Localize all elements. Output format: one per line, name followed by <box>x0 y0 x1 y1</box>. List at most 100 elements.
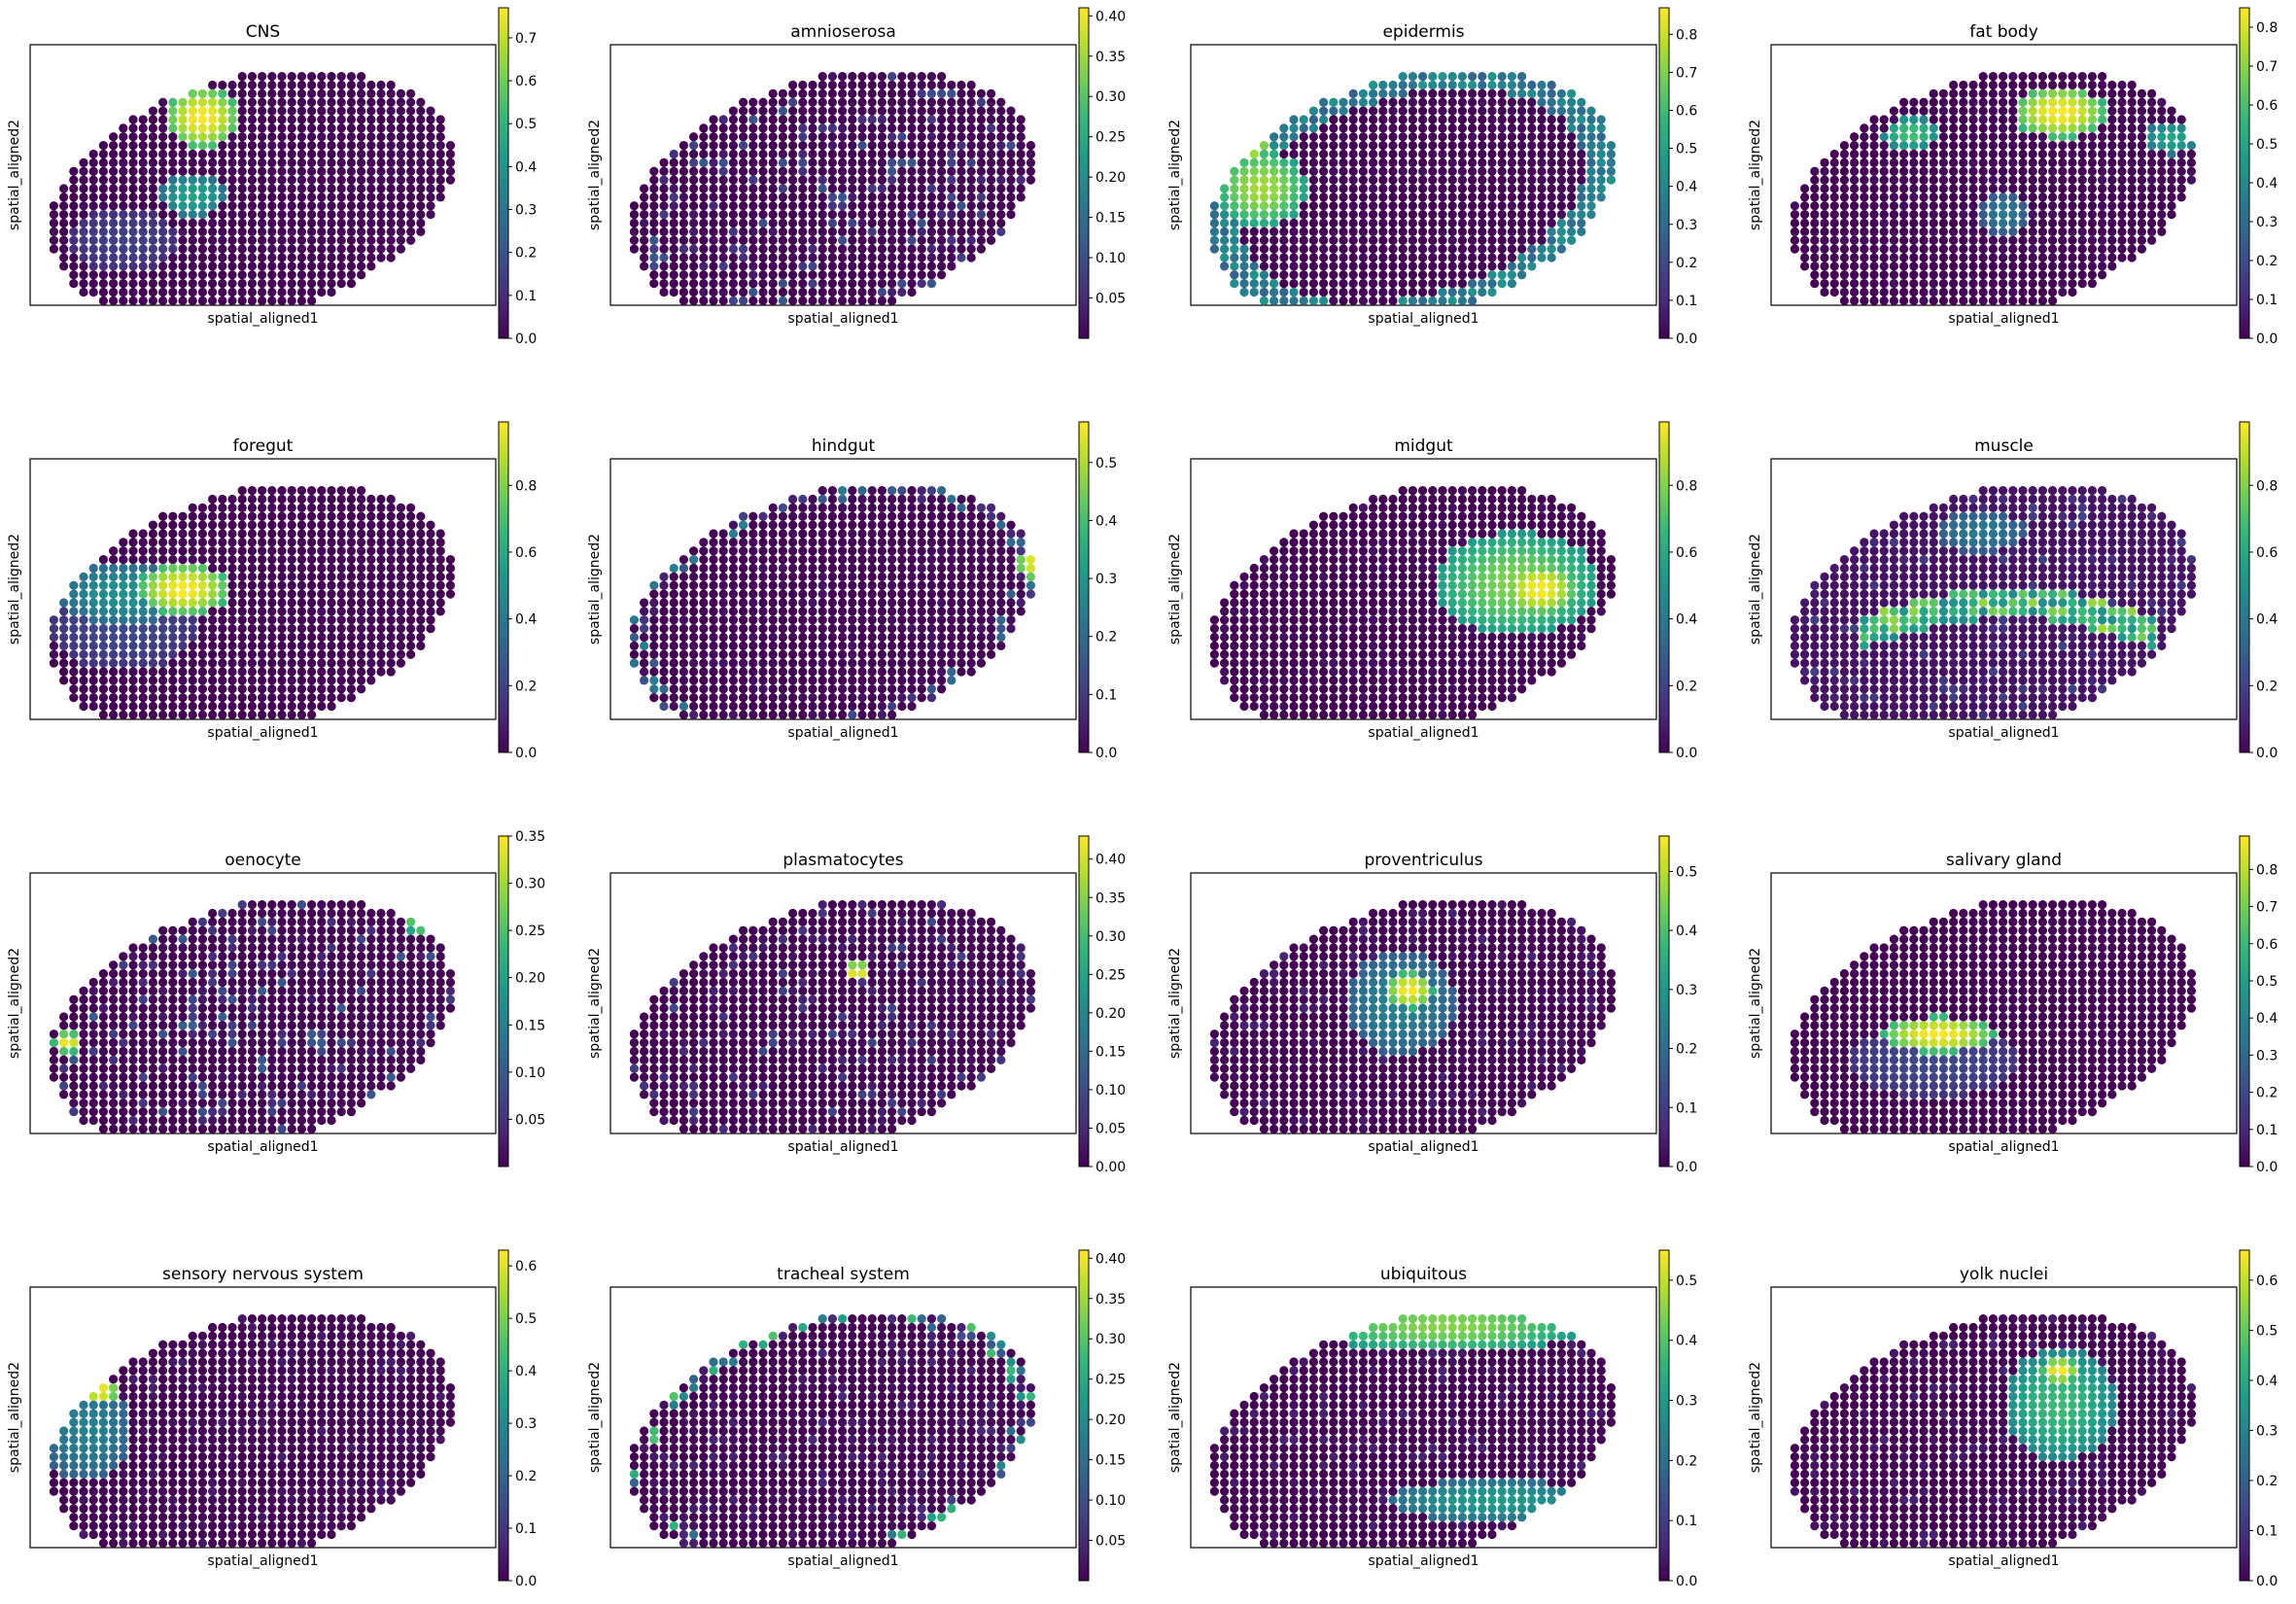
data-point <box>897 192 907 202</box>
data-point <box>396 210 405 220</box>
data-point <box>649 615 659 625</box>
data-point <box>128 141 138 151</box>
data-point <box>848 511 857 521</box>
data-point <box>678 175 688 185</box>
data-point <box>376 667 386 677</box>
data-point <box>1408 149 1417 159</box>
data-point <box>798 296 808 305</box>
data-point <box>346 589 356 599</box>
data-point <box>1388 262 1398 271</box>
data-point <box>848 589 857 599</box>
data-point <box>148 538 157 547</box>
data-point <box>827 149 837 159</box>
data-point <box>669 253 678 262</box>
data-point <box>1567 235 1577 245</box>
data-point <box>1348 97 1358 107</box>
data-point <box>327 192 336 202</box>
data-point <box>947 132 957 142</box>
data-point <box>1438 115 1447 124</box>
data-point <box>346 649 356 659</box>
data-point <box>1497 141 1507 151</box>
data-point <box>1810 227 1820 236</box>
data-point <box>1378 141 1388 151</box>
data-point <box>435 115 445 124</box>
data-point <box>366 88 376 98</box>
data-point <box>788 563 798 574</box>
data-point <box>2147 235 2157 245</box>
data-point <box>197 641 207 650</box>
data-point <box>227 701 237 712</box>
data-point <box>416 624 426 634</box>
data-point <box>2107 166 2117 176</box>
data-point <box>1388 253 1398 262</box>
data-point <box>1348 132 1358 142</box>
data-point <box>1556 97 1566 107</box>
data-point <box>669 563 678 574</box>
data-point <box>1259 253 1269 262</box>
data-point <box>88 572 98 581</box>
data-point <box>396 563 405 574</box>
data-point <box>1507 106 1516 116</box>
data-point <box>1889 115 1898 124</box>
data-point <box>327 227 336 236</box>
data-point <box>158 658 168 668</box>
data-point <box>1556 106 1566 116</box>
data-point <box>1339 123 1348 133</box>
data-point <box>728 615 738 625</box>
data-point <box>247 123 257 133</box>
data-point <box>1438 244 1447 254</box>
data-point <box>197 201 207 211</box>
data-point <box>947 141 957 151</box>
data-point <box>128 175 138 185</box>
data-point <box>98 649 108 659</box>
data-point <box>2077 80 2087 90</box>
data-point <box>848 546 857 556</box>
data-point <box>138 692 148 703</box>
data-point <box>128 624 138 634</box>
data-point <box>178 157 188 167</box>
data-point <box>1348 141 1358 151</box>
data-point <box>966 494 976 505</box>
data-point <box>376 227 386 236</box>
data-point <box>748 218 758 228</box>
data-point <box>366 615 376 625</box>
data-point <box>258 166 267 176</box>
data-point <box>2117 227 2127 236</box>
data-point <box>1860 175 1869 185</box>
data-point <box>728 253 738 262</box>
data-point <box>336 658 346 668</box>
data-point <box>897 494 907 505</box>
data-point <box>887 607 897 616</box>
data-point <box>287 175 296 185</box>
data-point <box>669 227 678 236</box>
data-point <box>897 529 907 539</box>
data-point <box>957 175 966 185</box>
data-point <box>1468 201 1478 211</box>
data-point <box>649 270 659 280</box>
data-point <box>2147 88 2157 98</box>
data-point <box>258 253 267 262</box>
data-point <box>258 157 267 167</box>
data-point <box>307 503 317 512</box>
data-point <box>798 615 808 625</box>
data-point <box>188 615 197 625</box>
data-point <box>277 494 287 505</box>
colorbar-tick-label: 0.3 <box>1676 218 1697 233</box>
data-point <box>1369 166 1378 176</box>
data-point <box>416 192 426 202</box>
data-point <box>258 511 267 521</box>
data-point <box>2058 227 2068 236</box>
data-point <box>2137 106 2146 116</box>
data-point <box>1398 88 1408 98</box>
data-point <box>926 80 936 90</box>
data-point <box>178 607 188 616</box>
data-point <box>1790 218 1799 228</box>
data-point <box>798 175 808 185</box>
data-point <box>778 210 787 220</box>
data-point <box>1230 218 1239 228</box>
data-point <box>1567 106 1577 116</box>
data-point <box>267 494 277 505</box>
data-point <box>327 546 336 556</box>
data-point <box>2048 270 2058 280</box>
data-point <box>188 511 197 521</box>
